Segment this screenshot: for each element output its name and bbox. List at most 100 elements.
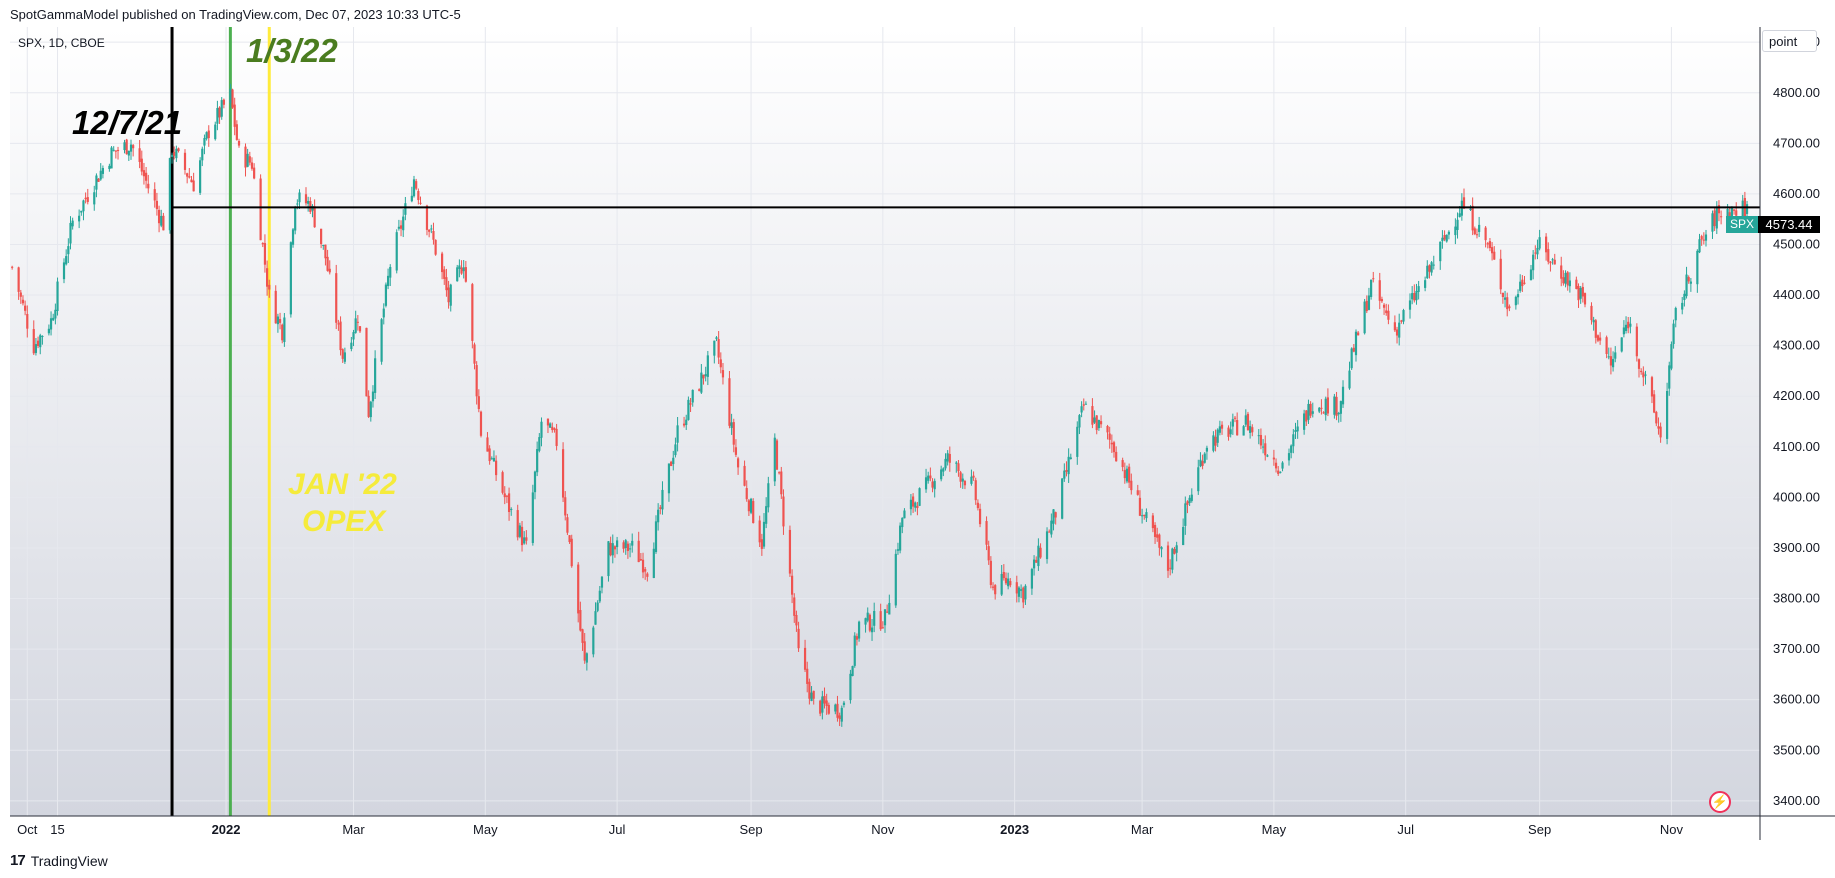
candle-body bbox=[99, 170, 102, 180]
candle-body bbox=[1153, 524, 1157, 537]
candle-body bbox=[1166, 545, 1170, 571]
candle-body bbox=[516, 510, 519, 538]
candle-body bbox=[1624, 324, 1628, 331]
candle-body bbox=[704, 374, 707, 377]
candle-body bbox=[490, 458, 493, 460]
candle-body bbox=[985, 521, 988, 545]
candle-body bbox=[1175, 545, 1178, 553]
candle-body bbox=[838, 715, 841, 720]
candle-body bbox=[1350, 348, 1353, 369]
candle-body bbox=[1078, 415, 1081, 428]
candle-body bbox=[894, 553, 897, 606]
candle-body bbox=[637, 540, 640, 563]
candle-body bbox=[1508, 306, 1511, 309]
candle-body bbox=[842, 702, 846, 705]
x-axis[interactable]: Oct 15 2022 Mar May Jul Sep Nov 2023 Mar May Jul Sep… bbox=[17, 822, 1683, 837]
candle-body bbox=[1203, 453, 1206, 463]
candle-body bbox=[374, 358, 377, 393]
candle-body bbox=[600, 576, 604, 588]
candle-body bbox=[732, 422, 735, 445]
candle-body bbox=[341, 349, 344, 359]
candle-body bbox=[125, 139, 128, 155]
candle-body bbox=[676, 425, 679, 443]
candle-body bbox=[607, 541, 610, 577]
candle-body bbox=[1715, 206, 1718, 229]
candle-body bbox=[1054, 512, 1057, 518]
lightning-icon[interactable]: ⚡ bbox=[1709, 791, 1731, 813]
candle-body bbox=[231, 89, 234, 108]
candle-body bbox=[108, 165, 111, 170]
candle-body bbox=[972, 475, 975, 478]
candle-body bbox=[1294, 430, 1297, 432]
annotation-jan: 1/3/22 bbox=[246, 32, 338, 69]
candle-body bbox=[1197, 467, 1200, 492]
candle-body bbox=[1063, 470, 1066, 479]
symbol-label[interactable]: SPX, 1D, CBOE bbox=[18, 36, 105, 50]
candle-body bbox=[1365, 300, 1368, 312]
candle-body bbox=[1220, 424, 1224, 429]
candle-body bbox=[609, 542, 612, 556]
candle-body bbox=[229, 88, 232, 104]
candle-body bbox=[622, 542, 625, 549]
candle-body bbox=[1745, 204, 1749, 214]
candle-body bbox=[1024, 585, 1027, 600]
candle-body bbox=[1411, 293, 1414, 300]
candle-body bbox=[717, 339, 720, 358]
y-tick-label: 4200.00 bbox=[1773, 388, 1820, 403]
candle-body bbox=[486, 437, 489, 452]
candle-body bbox=[369, 401, 372, 418]
candle-body bbox=[367, 395, 370, 417]
candle-body bbox=[101, 168, 105, 174]
candle-body bbox=[1093, 417, 1096, 423]
candle-body bbox=[1400, 320, 1403, 322]
candle-body bbox=[263, 243, 267, 265]
candle-body bbox=[946, 453, 949, 462]
tradingview-logo-icon[interactable]: 17 bbox=[10, 852, 26, 869]
footer-brand[interactable]: TradingView bbox=[30, 852, 108, 869]
candle-body bbox=[95, 175, 98, 190]
candle-body bbox=[395, 232, 398, 271]
candle-body bbox=[1700, 236, 1703, 240]
candle-body bbox=[24, 305, 27, 311]
candle-body bbox=[218, 107, 221, 118]
candle-body bbox=[596, 602, 599, 611]
candle-body bbox=[1136, 490, 1139, 495]
candle-body bbox=[1050, 520, 1053, 535]
candle-body bbox=[507, 493, 511, 513]
candle-body bbox=[449, 284, 452, 306]
candle-body bbox=[1035, 559, 1038, 563]
candle-body bbox=[1493, 251, 1496, 260]
candle-body bbox=[1303, 413, 1306, 430]
unit-selector[interactable]: point bbox=[1762, 30, 1817, 52]
candle-body bbox=[1341, 386, 1345, 405]
candle-body bbox=[1143, 514, 1146, 517]
candle-body bbox=[1447, 231, 1450, 235]
candle-body bbox=[173, 151, 176, 156]
candle-body bbox=[39, 335, 42, 348]
candle-body bbox=[626, 543, 630, 552]
last-price-tag: 4573.44 bbox=[1758, 216, 1820, 233]
candle-body bbox=[944, 458, 947, 469]
candle-body bbox=[1002, 572, 1005, 579]
candle-body bbox=[1354, 331, 1358, 356]
candle-body bbox=[1017, 587, 1021, 597]
y-axis[interactable]: 3400.00 3500.00 3600.00 3700.00 3800.00 3900.… bbox=[1773, 34, 1820, 808]
candle-body bbox=[84, 197, 87, 200]
candle-body bbox=[641, 559, 645, 573]
candle-body bbox=[207, 130, 210, 139]
symbol-price-tag: SPX bbox=[1726, 216, 1758, 233]
candle-body bbox=[929, 475, 932, 479]
candle-body bbox=[1274, 462, 1278, 469]
candle-body bbox=[976, 502, 980, 509]
candle-body bbox=[445, 277, 448, 291]
candle-body bbox=[1061, 478, 1064, 519]
candle-body bbox=[734, 447, 738, 455]
x-tick-label: 2022 bbox=[212, 822, 241, 837]
candle-body bbox=[1609, 356, 1613, 366]
publisher-header: SpotGammaModel published on TradingView.… bbox=[10, 7, 461, 22]
candle-body bbox=[670, 461, 673, 466]
candle-body bbox=[1596, 335, 1600, 341]
candle-body bbox=[853, 635, 856, 666]
candle-body bbox=[806, 668, 809, 684]
